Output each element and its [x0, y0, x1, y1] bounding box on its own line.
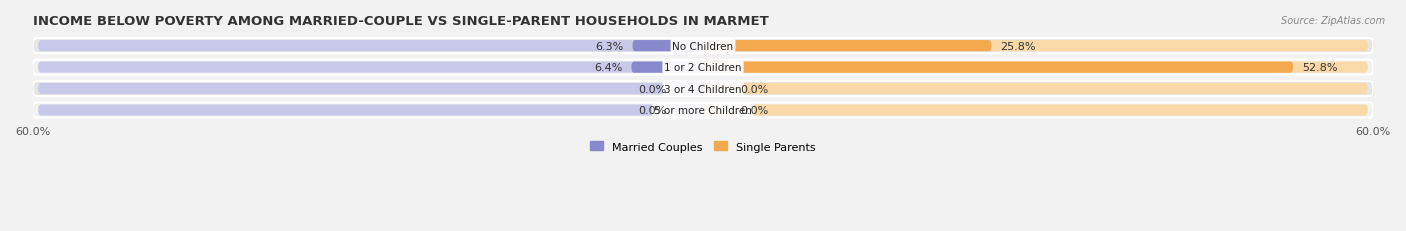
Text: 5 or more Children: 5 or more Children: [654, 106, 752, 116]
Text: 6.4%: 6.4%: [595, 63, 623, 73]
FancyBboxPatch shape: [703, 105, 731, 116]
Text: 1 or 2 Children: 1 or 2 Children: [664, 63, 742, 73]
FancyBboxPatch shape: [32, 39, 1374, 54]
FancyBboxPatch shape: [703, 41, 1368, 52]
FancyBboxPatch shape: [703, 84, 731, 95]
Text: 25.8%: 25.8%: [1000, 41, 1036, 52]
FancyBboxPatch shape: [32, 60, 1374, 75]
FancyBboxPatch shape: [38, 41, 703, 52]
FancyBboxPatch shape: [703, 41, 991, 52]
Text: 6.3%: 6.3%: [595, 41, 624, 52]
FancyBboxPatch shape: [703, 62, 1368, 73]
Text: 3 or 4 Children: 3 or 4 Children: [664, 84, 742, 94]
FancyBboxPatch shape: [703, 105, 1368, 116]
Text: 0.0%: 0.0%: [740, 84, 768, 94]
FancyBboxPatch shape: [633, 41, 703, 52]
Text: Source: ZipAtlas.com: Source: ZipAtlas.com: [1281, 16, 1385, 26]
Legend: Married Couples, Single Parents: Married Couples, Single Parents: [586, 137, 820, 156]
Text: 0.0%: 0.0%: [638, 106, 666, 116]
FancyBboxPatch shape: [38, 84, 703, 95]
FancyBboxPatch shape: [32, 82, 1374, 97]
FancyBboxPatch shape: [631, 62, 703, 73]
FancyBboxPatch shape: [675, 105, 703, 116]
FancyBboxPatch shape: [703, 84, 1368, 95]
Text: No Children: No Children: [672, 41, 734, 52]
FancyBboxPatch shape: [703, 62, 1294, 73]
Text: INCOME BELOW POVERTY AMONG MARRIED-COUPLE VS SINGLE-PARENT HOUSEHOLDS IN MARMET: INCOME BELOW POVERTY AMONG MARRIED-COUPL…: [32, 15, 768, 28]
Text: 0.0%: 0.0%: [740, 106, 768, 116]
FancyBboxPatch shape: [38, 62, 703, 73]
Text: 0.0%: 0.0%: [638, 84, 666, 94]
Text: 52.8%: 52.8%: [1302, 63, 1337, 73]
FancyBboxPatch shape: [38, 105, 703, 116]
FancyBboxPatch shape: [675, 84, 703, 95]
FancyBboxPatch shape: [32, 103, 1374, 118]
